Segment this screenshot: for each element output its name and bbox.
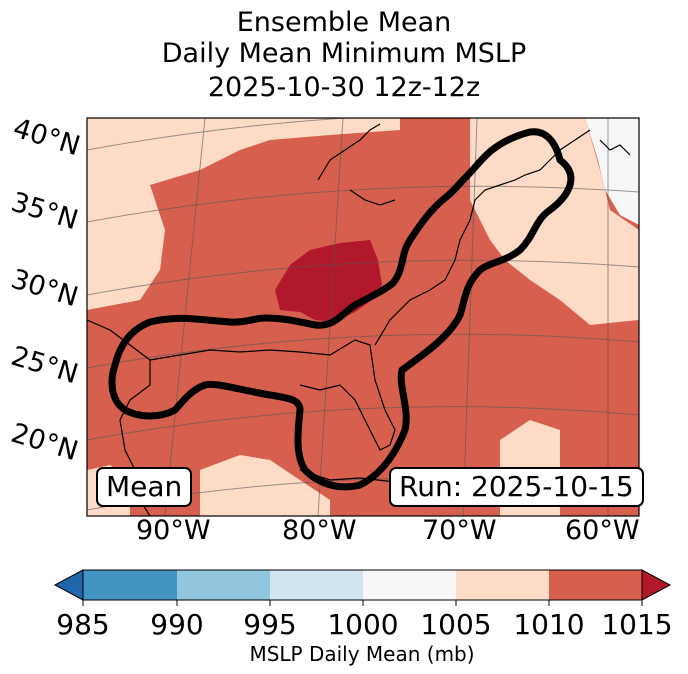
field-1005-1010-northeast <box>470 118 639 325</box>
run-label: Run: 2025-10-15 <box>389 467 644 508</box>
colorbar-label: MSLP Daily Mean (mb) <box>249 642 475 666</box>
colorbar-tick-1015: 1015 <box>601 608 673 641</box>
colorbar-extend-low <box>53 569 84 601</box>
colorbar-1010-1015 <box>549 570 642 600</box>
colorbar-tick-995: 995 <box>243 608 297 641</box>
colorbar-tick-985: 985 <box>56 608 110 641</box>
map-frame <box>86 117 640 517</box>
field-1000-1005-ne <box>585 118 639 225</box>
colorbar <box>53 569 672 606</box>
colorbar-990-995 <box>177 570 270 600</box>
colorbar-tick-1005: 1005 <box>420 608 492 641</box>
lon-label-90w: 90°W <box>136 515 211 546</box>
envelope-outline <box>108 128 575 491</box>
lon-label-60w: 60°W <box>565 515 640 546</box>
field-1005-1010-north <box>87 118 400 190</box>
colorbar-tick-1010: 1010 <box>513 608 585 641</box>
colorbar-1000-1005 <box>363 570 456 600</box>
colorbar-extend-high <box>641 569 672 601</box>
mean-label: Mean <box>96 467 193 508</box>
colorbar-985-990 <box>83 570 177 600</box>
pressure-field <box>87 118 639 516</box>
colorbar-1005-1010 <box>456 570 549 600</box>
lon-label-80w: 80°W <box>282 515 357 546</box>
colorbar-995-1000 <box>270 570 363 600</box>
colorbar-tick-990: 990 <box>150 608 204 641</box>
colorbar-tick-1000: 1000 <box>327 608 399 641</box>
title-line-3: 2025-10-30 12z-12z <box>207 72 481 103</box>
title-line-1: Ensemble Mean <box>236 7 452 38</box>
field-1005-1010-west <box>87 150 165 310</box>
graticule <box>87 118 639 516</box>
title-line-2: Daily Mean Minimum MSLP <box>161 38 527 69</box>
lon-label-70w: 70°W <box>422 515 497 546</box>
